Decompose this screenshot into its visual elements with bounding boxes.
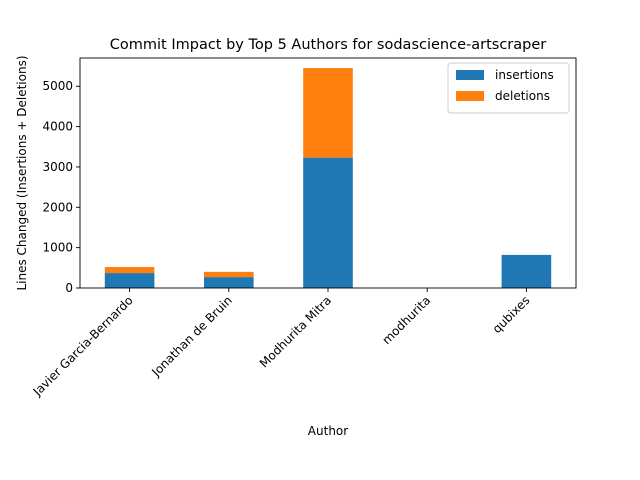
bars-layer: [104, 68, 552, 288]
y-tick-label-3000: 3000: [42, 160, 73, 174]
y-tick-label-1000: 1000: [42, 241, 73, 255]
bar-deletions-1: [204, 271, 254, 278]
y-tick-label-4000: 4000: [42, 120, 73, 134]
y-axis-label: Lines Changed (Insertions + Deletions): [15, 55, 29, 290]
bar-insertions-0: [104, 273, 155, 288]
plot-frame: [79, 57, 577, 289]
legend-swatch-insertions: [456, 70, 484, 80]
bar-insertions-1: [204, 277, 254, 288]
y-axis: 0 1000 2000 3000 4000 5000: [42, 79, 80, 295]
x-axis-label: Author: [308, 424, 348, 438]
legend: insertions deletions: [447, 62, 570, 114]
legend-label-insertions: insertions: [495, 68, 554, 82]
y-tick-label-2000: 2000: [42, 200, 73, 214]
bar-deletions-2: [303, 68, 353, 158]
bar-insertions-4: [501, 254, 552, 288]
y-tick-label-5000: 5000: [42, 79, 73, 93]
bar-insertions-2: [303, 157, 353, 288]
chart-title: Commit Impact by Top 5 Authors for sodas…: [110, 37, 546, 53]
y-tick-label-0: 0: [65, 281, 73, 295]
legend-label-deletions: deletions: [495, 89, 550, 103]
legend-swatch-deletions: [456, 91, 484, 101]
bar-deletions-0: [104, 267, 155, 274]
